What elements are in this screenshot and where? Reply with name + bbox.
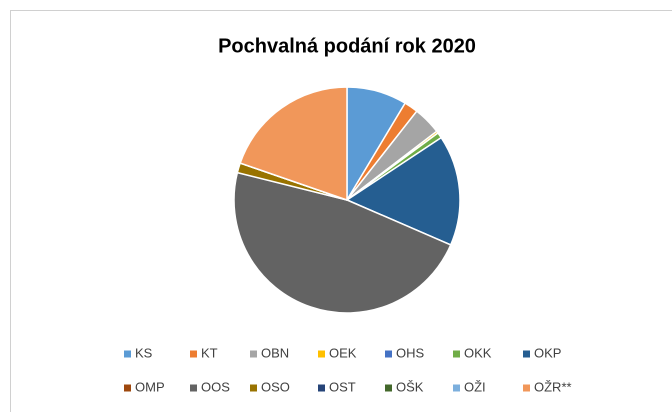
legend-label: KS	[135, 345, 153, 360]
legend-swatch	[318, 350, 325, 358]
legend-label: OOS	[201, 379, 230, 394]
legend-swatch	[318, 384, 325, 392]
chart-title: Pochvalná podání rok 2020	[218, 35, 476, 57]
legend-swatch	[190, 350, 197, 358]
legend-swatch	[523, 350, 530, 358]
legend-label: OST	[329, 379, 356, 394]
legend-label: OŽR**	[534, 379, 572, 394]
legend-label: KT	[201, 345, 218, 360]
pie-slice	[239, 86, 348, 202]
legend-swatch	[124, 350, 131, 358]
legend-label: OKP	[534, 345, 561, 360]
legend-swatch	[385, 350, 392, 358]
legend-swatch	[523, 384, 530, 392]
legend-swatch	[385, 384, 392, 392]
legend-label: OEK	[329, 345, 357, 360]
legend-swatch	[190, 384, 197, 392]
legend-label: OŠK	[396, 379, 424, 394]
legend-label: OMP	[135, 379, 165, 394]
legend-swatch	[453, 384, 460, 392]
legend-swatch	[250, 350, 257, 358]
legend-label: OHS	[396, 345, 425, 360]
legend-swatch	[250, 384, 257, 392]
legend-label: OKK	[464, 345, 492, 360]
legend-label: OSO	[261, 379, 290, 394]
legend-label: OŽI	[464, 379, 486, 394]
pie-slice	[345, 136, 461, 246]
legend-swatch	[124, 384, 131, 392]
legend-swatch	[453, 350, 460, 358]
legend-label: OBN	[261, 345, 289, 360]
pie-slice	[233, 171, 452, 314]
